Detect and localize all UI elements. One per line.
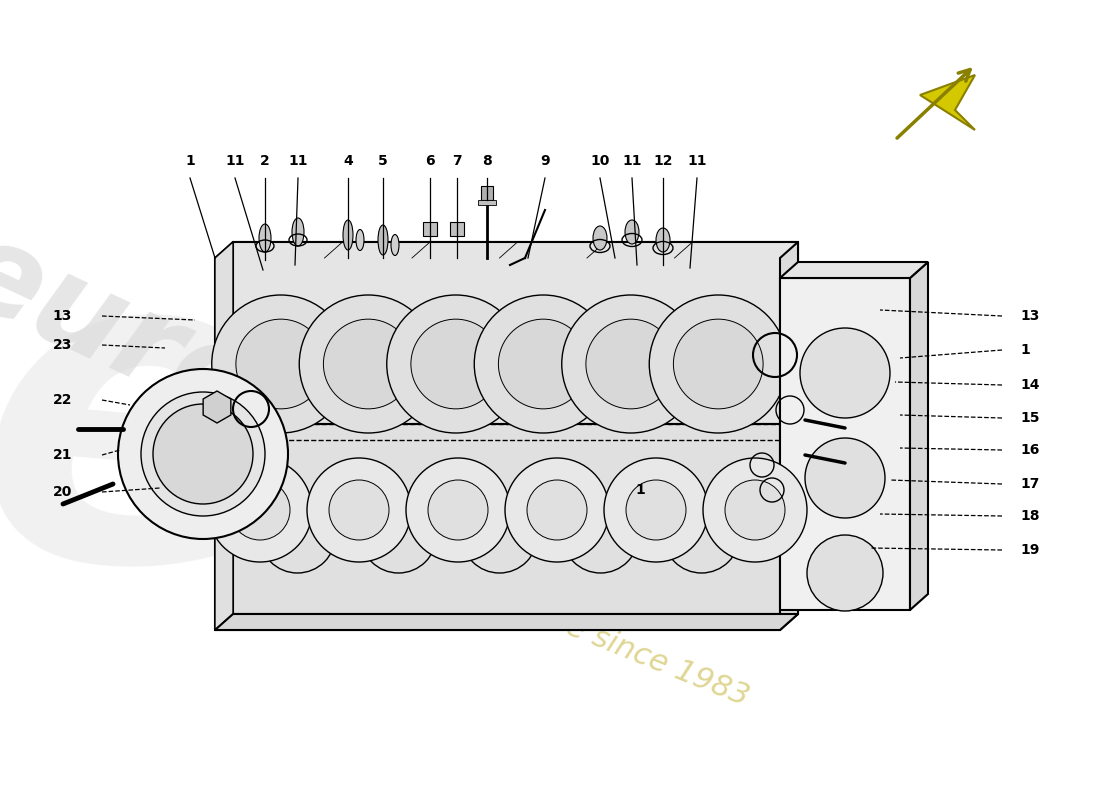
Circle shape xyxy=(299,295,438,433)
Text: 11: 11 xyxy=(288,154,308,168)
Text: 17: 17 xyxy=(1020,477,1040,491)
Circle shape xyxy=(211,295,350,433)
Text: 1: 1 xyxy=(185,154,195,168)
Circle shape xyxy=(498,319,588,409)
Ellipse shape xyxy=(356,230,364,250)
Circle shape xyxy=(703,458,807,562)
Circle shape xyxy=(230,480,290,540)
Circle shape xyxy=(208,458,312,562)
Ellipse shape xyxy=(656,228,670,252)
Text: 15: 15 xyxy=(1020,411,1040,425)
Circle shape xyxy=(260,497,336,573)
Ellipse shape xyxy=(258,224,271,252)
Text: 5: 5 xyxy=(378,154,388,168)
Text: 18: 18 xyxy=(1020,509,1040,523)
Circle shape xyxy=(474,295,613,433)
Text: 1: 1 xyxy=(635,483,645,497)
Circle shape xyxy=(807,535,883,611)
Text: 10: 10 xyxy=(591,154,609,168)
Polygon shape xyxy=(214,242,233,630)
Text: 13: 13 xyxy=(53,309,72,323)
Circle shape xyxy=(411,319,500,409)
Text: eurospares: eurospares xyxy=(0,208,704,652)
Circle shape xyxy=(562,497,638,573)
Text: 4: 4 xyxy=(343,154,353,168)
Circle shape xyxy=(586,319,675,409)
Text: 6: 6 xyxy=(426,154,434,168)
Circle shape xyxy=(428,480,488,540)
Text: 14: 14 xyxy=(1020,378,1040,392)
Circle shape xyxy=(118,369,288,539)
Text: 8: 8 xyxy=(482,154,492,168)
Circle shape xyxy=(141,392,265,516)
Circle shape xyxy=(153,404,253,504)
Polygon shape xyxy=(214,440,780,630)
Text: 9: 9 xyxy=(540,154,550,168)
Polygon shape xyxy=(780,262,928,278)
Text: 13: 13 xyxy=(1020,309,1040,323)
Ellipse shape xyxy=(292,218,304,246)
Circle shape xyxy=(562,295,700,433)
Polygon shape xyxy=(920,75,975,130)
Text: 20: 20 xyxy=(53,485,72,499)
Text: a passion for performance since 1983: a passion for performance since 1983 xyxy=(207,468,754,712)
Ellipse shape xyxy=(625,220,639,244)
Text: 1: 1 xyxy=(1020,343,1030,357)
Polygon shape xyxy=(780,278,910,610)
Text: e: e xyxy=(0,213,299,667)
Text: 7: 7 xyxy=(452,154,462,168)
Circle shape xyxy=(505,458,609,562)
Circle shape xyxy=(361,497,437,573)
Text: 21: 21 xyxy=(53,448,72,462)
Polygon shape xyxy=(214,614,798,630)
Polygon shape xyxy=(214,258,780,440)
Circle shape xyxy=(387,295,525,433)
Circle shape xyxy=(673,319,763,409)
Bar xyxy=(424,222,437,236)
Polygon shape xyxy=(204,391,231,423)
Polygon shape xyxy=(214,242,798,258)
Polygon shape xyxy=(910,262,928,610)
Circle shape xyxy=(462,497,538,573)
Circle shape xyxy=(307,458,411,562)
Text: 11: 11 xyxy=(226,154,244,168)
Text: 11: 11 xyxy=(688,154,706,168)
Text: 19: 19 xyxy=(1020,543,1040,557)
Ellipse shape xyxy=(390,234,399,255)
Circle shape xyxy=(663,497,739,573)
Circle shape xyxy=(527,480,587,540)
Bar xyxy=(478,200,496,205)
Ellipse shape xyxy=(378,225,388,255)
Text: 11: 11 xyxy=(623,154,641,168)
Circle shape xyxy=(604,458,708,562)
Text: 12: 12 xyxy=(653,154,673,168)
Polygon shape xyxy=(233,424,798,614)
Circle shape xyxy=(329,480,389,540)
Circle shape xyxy=(805,438,886,518)
Circle shape xyxy=(725,480,785,540)
Polygon shape xyxy=(780,242,798,630)
Circle shape xyxy=(406,458,510,562)
Circle shape xyxy=(323,319,414,409)
Circle shape xyxy=(235,319,326,409)
Text: 22: 22 xyxy=(53,393,72,407)
Ellipse shape xyxy=(343,220,353,250)
Polygon shape xyxy=(233,242,798,424)
Circle shape xyxy=(649,295,788,433)
Bar xyxy=(450,222,464,236)
Bar xyxy=(481,186,493,200)
Text: 23: 23 xyxy=(53,338,72,352)
Circle shape xyxy=(626,480,686,540)
Text: 2: 2 xyxy=(260,154,270,168)
Ellipse shape xyxy=(593,226,607,250)
Text: 16: 16 xyxy=(1020,443,1040,457)
Circle shape xyxy=(800,328,890,418)
